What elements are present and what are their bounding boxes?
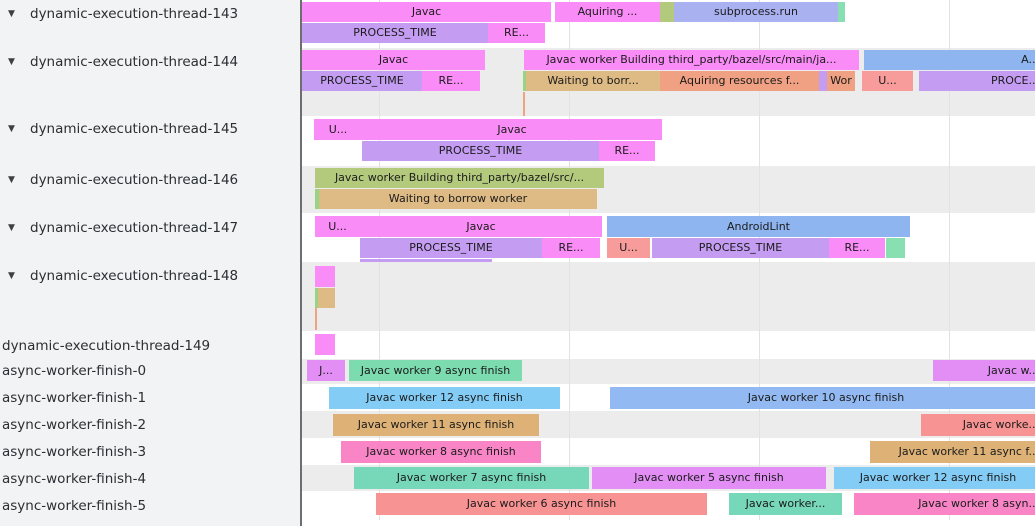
trace-event[interactable]: Javac worker 5 async finish xyxy=(592,467,826,489)
collapse-arrow-icon[interactable]: ▼ xyxy=(8,223,15,233)
trace-event[interactable]: RE... xyxy=(599,141,655,161)
trace-event[interactable]: Javac worker 8 asyn... xyxy=(854,493,1035,515)
trace-event[interactable]: Javac xyxy=(360,216,602,237)
collapse-arrow-icon[interactable]: ▼ xyxy=(8,57,15,67)
time-gridline xyxy=(759,0,760,520)
timeline-canvas[interactable]: Javac Aquiring ... subprocess.run PROCESS_T… xyxy=(302,0,1035,526)
trace-event[interactable]: RE... xyxy=(542,238,600,258)
trace-event[interactable]: AndroidLint xyxy=(607,216,910,237)
trace-event[interactable]: Javac worker 6 async finish xyxy=(376,493,707,515)
trace-event[interactable]: Javac worker 12 async finish xyxy=(329,387,560,409)
trace-event[interactable] xyxy=(660,2,674,22)
thread-row-label[interactable]: async-worker-finish-4 xyxy=(0,469,146,489)
collapse-arrow-icon[interactable]: ▼ xyxy=(8,175,15,185)
thread-name: dynamic-execution-thread-146 xyxy=(30,172,239,188)
trace-event[interactable] xyxy=(315,334,335,355)
trace-event[interactable]: Javac worker Building third_party/bazel/… xyxy=(524,50,859,70)
trace-event[interactable]: subprocess.run xyxy=(674,2,838,22)
thread-row-label[interactable]: ▼ dynamic-execution-thread-145 xyxy=(0,119,238,139)
thread-name: async-worker-finish-1 xyxy=(2,390,147,406)
thread-name: dynamic-execution-thread-148 xyxy=(30,268,239,284)
trace-event[interactable]: Javac worker 7 async finish xyxy=(354,467,589,489)
trace-event[interactable]: Aquiring ... xyxy=(555,2,660,22)
thread-row-label[interactable]: async-worker-finish-2 xyxy=(0,415,146,435)
collapse-arrow-icon[interactable]: ▼ xyxy=(8,124,15,134)
trace-event[interactable] xyxy=(523,71,526,91)
trace-event[interactable]: Javac worker 8 async finish xyxy=(341,441,541,463)
trace-event[interactable]: PROCESS_TIME xyxy=(302,71,422,91)
trace-event[interactable]: PROCESS_TIME xyxy=(362,141,599,161)
thread-row-label[interactable]: async-worker-finish-3 xyxy=(0,442,146,462)
time-gridline xyxy=(949,0,950,520)
thread-name: async-worker-finish-0 xyxy=(2,363,147,379)
collapse-arrow-icon[interactable]: ▼ xyxy=(8,271,15,281)
trace-event[interactable]: Javac w... xyxy=(933,360,1035,381)
trace-event[interactable] xyxy=(819,71,827,91)
thread-row-label[interactable]: async-worker-finish-1 xyxy=(0,388,146,408)
trace-event[interactable] xyxy=(318,288,335,308)
trace-event[interactable]: Wor xyxy=(827,71,855,91)
thread-row-label[interactable]: async-worker-finish-5 xyxy=(0,496,146,516)
trace-event[interactable]: Javac worker... xyxy=(729,493,842,515)
trace-event[interactable] xyxy=(315,266,335,287)
thread-row-label[interactable]: ▼ dynamic-execution-thread-147 xyxy=(0,218,238,238)
trace-event[interactable]: Javac worker Building third_party/bazel/… xyxy=(315,168,604,188)
thread-sidebar: ▼ dynamic-execution-thread-143 ▼ dynamic-ex… xyxy=(0,0,300,526)
thread-name: dynamic-execution-thread-149 xyxy=(2,338,211,354)
trace-event[interactable]: U... xyxy=(314,119,362,140)
trace-event[interactable] xyxy=(315,308,317,330)
thread-name: async-worker-finish-2 xyxy=(2,417,147,433)
trace-event[interactable]: Javac worker 11 async f... xyxy=(870,441,1035,463)
trace-event[interactable] xyxy=(523,92,525,116)
trace-event[interactable]: Javac worker 10 async finish xyxy=(610,387,1035,409)
thread-row-label[interactable]: async-worker-finish-0 xyxy=(0,361,146,381)
trace-event[interactable]: Javac worker 9 async finish xyxy=(349,360,522,381)
trace-event[interactable] xyxy=(360,259,492,262)
trace-event[interactable] xyxy=(315,288,318,308)
trace-event[interactable]: Javac xyxy=(302,2,551,22)
trace-event[interactable]: RE... xyxy=(488,23,545,43)
trace-event[interactable]: Javac worker 11 async finish xyxy=(333,414,539,436)
sidebar-separator[interactable] xyxy=(300,0,302,526)
trace-event[interactable]: Javac xyxy=(302,50,485,70)
trace-event[interactable]: Waiting to borrow worker xyxy=(319,189,597,209)
trace-event[interactable]: Aquiring resources f... xyxy=(660,71,819,91)
trace-event[interactable] xyxy=(315,189,319,209)
collapse-arrow-icon[interactable]: ▼ xyxy=(8,9,15,19)
trace-event[interactable]: Javac worker 12 async finish xyxy=(834,467,1035,489)
trace-event[interactable]: A... xyxy=(864,50,1035,70)
trace-event[interactable]: Waiting to borr... xyxy=(526,71,660,91)
trace-event[interactable]: U... xyxy=(315,216,360,237)
thread-name: dynamic-execution-thread-145 xyxy=(30,121,239,137)
row-band xyxy=(302,262,1035,331)
trace-event[interactable] xyxy=(886,238,905,258)
trace-event[interactable] xyxy=(838,2,845,22)
trace-event[interactable]: U... xyxy=(607,238,650,258)
thread-row-label[interactable]: dynamic-execution-thread-149 xyxy=(0,336,210,356)
thread-row-label[interactable]: ▼ dynamic-execution-thread-148 xyxy=(0,266,238,286)
trace-event[interactable]: J... xyxy=(307,360,345,381)
trace-event[interactable]: RE... xyxy=(829,238,885,258)
thread-row-label[interactable]: ▼ dynamic-execution-thread-144 xyxy=(0,52,238,72)
trace-event[interactable]: Javac worke... xyxy=(921,414,1035,436)
trace-event[interactable]: PROCESS_TIME xyxy=(652,238,829,258)
trace-event[interactable]: U... xyxy=(862,71,913,91)
thread-row-label[interactable]: ▼ dynamic-execution-thread-143 xyxy=(0,4,238,24)
time-gridline xyxy=(569,0,570,520)
trace-event[interactable]: Javac xyxy=(362,119,662,140)
thread-name: async-worker-finish-5 xyxy=(2,498,147,514)
thread-name: async-worker-finish-3 xyxy=(2,444,147,460)
trace-event[interactable]: PROCESS_TIME xyxy=(360,238,542,258)
thread-name: dynamic-execution-thread-143 xyxy=(30,6,239,22)
trace-event[interactable]: RE... xyxy=(422,71,480,91)
thread-name: async-worker-finish-4 xyxy=(2,471,147,487)
row-band xyxy=(302,331,1035,359)
thread-row-label[interactable]: ▼ dynamic-execution-thread-146 xyxy=(0,170,238,190)
thread-name: dynamic-execution-thread-144 xyxy=(30,54,239,70)
thread-name: dynamic-execution-thread-147 xyxy=(30,220,239,236)
trace-event[interactable]: PROCE... xyxy=(919,71,1035,91)
trace-event[interactable]: PROCESS_TIME xyxy=(302,23,488,43)
